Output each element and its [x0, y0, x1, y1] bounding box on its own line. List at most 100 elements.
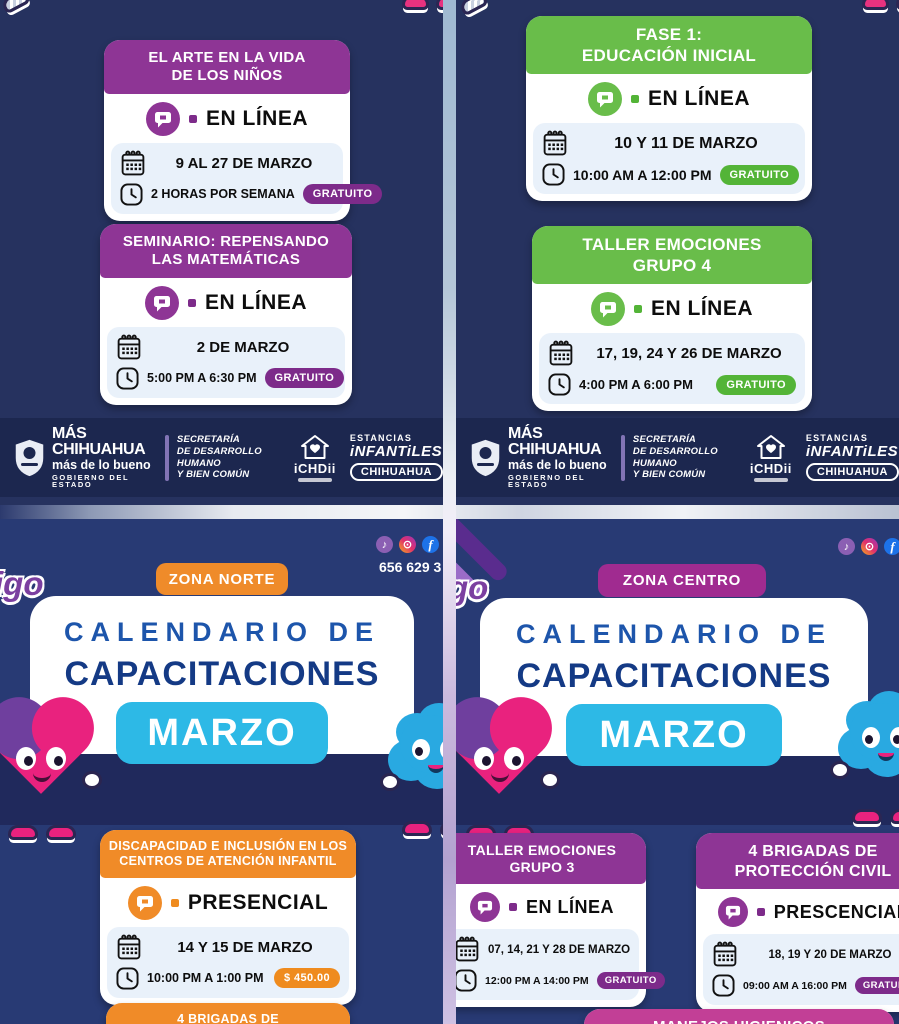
clock-icon	[456, 969, 477, 992]
phone-number: 656 629 3	[379, 559, 442, 575]
calendar-icon	[121, 150, 145, 175]
modality-label: EN LÍNEA	[647, 87, 750, 111]
calendar-icon	[713, 941, 737, 967]
zone-badge: ZONA CENTRO	[598, 564, 766, 597]
contigo-logo-fragment: igo	[0, 565, 44, 602]
event-date: 14 Y 15 DE MARZO	[177, 938, 313, 956]
mascot-eye	[46, 747, 66, 770]
secretaria-line1: SECRETARÍA	[176, 433, 240, 445]
clock-icon	[548, 373, 571, 396]
event-title-line1: TALLER EMOCIONES	[467, 842, 617, 858]
ichdii-subtext-bar	[297, 477, 332, 482]
modality-row: EN LÍNEA	[456, 884, 646, 929]
month-badge: MARZO	[116, 702, 328, 764]
chat-bubble-icon	[127, 885, 162, 920]
date-row: 18, 19 Y 20 DE MARZO	[712, 941, 899, 968]
bullet-square	[187, 298, 196, 307]
mascot-eye	[862, 727, 880, 748]
schedule-box: 9 AL 27 DE MARZO 2 HORAS POR SEMANA GRAT…	[111, 142, 383, 214]
event-time: 09:00 AM A 16:00 PM	[743, 979, 847, 992]
event-title-line1: FASE 1:	[635, 25, 703, 44]
modality-row: EN LÍNEA	[104, 94, 350, 143]
price-badge: GRATUITO	[716, 374, 796, 395]
clock-icon	[120, 183, 143, 206]
estancias-logo: ESTANCIAS iNFANTiLES CHIHUAHUA	[349, 433, 443, 481]
shoe-icon	[458, 0, 489, 17]
secretaria-line2: DE DESARROLLO HUMANO	[632, 445, 718, 469]
house-heart-icon	[756, 434, 785, 459]
calendar-icon	[117, 934, 141, 959]
event-title-line2: EDUCACIÓN INICIAL	[581, 45, 757, 65]
estancias-pill: CHIHUAHUA	[805, 462, 899, 481]
event-time: 10:00 AM A 12:00 PM	[573, 166, 712, 183]
mascot-feet-decoration	[0, 0, 31, 15]
event-time: 12:00 PM A 14:00 PM	[485, 974, 589, 987]
social-icons: ♪ ⊙ f	[838, 538, 899, 555]
modality-label: EN LÍNEA	[204, 290, 307, 314]
event-title: TALLER EMOCIONES GRUPO 3	[456, 833, 646, 885]
shoe-icon	[0, 0, 31, 15]
mascot-eye	[16, 747, 36, 770]
bullet-square	[188, 114, 197, 123]
modality-row: EN LÍNEA	[526, 74, 812, 123]
shoe-icon	[896, 0, 899, 10]
event-date: 17, 19, 24 Y 26 DE MARZO	[596, 345, 782, 363]
date-row: 17, 19, 24 Y 26 DE MARZO	[548, 340, 796, 367]
mascot-glove	[82, 771, 102, 789]
estancias-logo: ESTANCIAS iNFANTiLES CHIHUAHUA	[805, 433, 899, 481]
date-row: 9 AL 27 DE MARZO	[120, 150, 334, 177]
event-title-line2: LAS MATEMÁTICAS	[151, 251, 301, 269]
clock-icon	[542, 163, 565, 186]
contigo-logo-fragment: go	[456, 569, 489, 606]
month-badge: MARZO	[566, 704, 782, 766]
event-title-line1: MANEJOS HIGIENICOS	[590, 1018, 888, 1024]
shoe-icon	[8, 825, 38, 840]
mascot-smile	[428, 765, 443, 773]
estancias-line1: ESTANCIAS	[349, 433, 413, 444]
shoe-icon	[890, 809, 899, 824]
cloud-mascot	[828, 669, 899, 834]
cloud-mascot	[378, 681, 443, 846]
event-card: TALLER EMOCIONES GRUPO 3 EN LÍNEA 07, 14…	[456, 833, 665, 1008]
clock-icon	[116, 367, 139, 390]
event-title-line1: 4 BRIGADAS DE	[177, 1012, 279, 1024]
modality-label: EN LÍNEA	[525, 896, 614, 917]
schedule-box: 2 DE MARZO 5:00 PM A 6:30 PM GRATUITO	[107, 326, 345, 398]
modality-row: PRESCENCIAL	[696, 889, 899, 934]
event-time: 2 HORAS POR SEMANA	[151, 187, 295, 202]
footer-divider	[164, 434, 169, 481]
calendar-title-line2: CAPACITACIONES	[64, 655, 380, 693]
chat-bubble-icon	[144, 285, 179, 320]
calendar-title-line2: CAPACITACIONES	[516, 657, 832, 695]
facebook-icon: f	[422, 536, 439, 553]
mascot-eye	[890, 727, 899, 748]
vertical-grid-divider	[443, 0, 456, 1024]
price-badge: GRATUITO	[264, 368, 345, 389]
tiktok-icon: ♪	[838, 538, 855, 555]
event-date: 9 AL 27 DE MARZO	[175, 154, 313, 172]
secretaria-block: SECRETARÍA DE DESARROLLO HUMANO Y BIEN C…	[177, 434, 280, 482]
house-heart-icon	[300, 434, 329, 459]
footer-logos-band: MÁS CHIHUAHUA más de lo bueno GOBIERNO D…	[456, 418, 899, 497]
time-row: 10:00 PM A 1:00 PM $ 450.00	[116, 966, 340, 990]
schedule-box: 17, 19, 24 Y 26 DE MARZO 4:00 PM A 6:00 …	[539, 333, 805, 405]
price-badge: GRATUITO	[854, 977, 899, 995]
secretaria-line3: Y BIEN COMÚN	[176, 469, 250, 481]
date-row: 14 Y 15 DE MARZO	[116, 934, 340, 961]
ichdii-subtext-bar	[753, 477, 788, 482]
bullet-square	[630, 95, 639, 104]
chat-bubble-icon	[717, 897, 748, 928]
heart-mascot	[456, 675, 564, 850]
price-badge: $ 450.00	[273, 968, 340, 988]
mascot-eye	[412, 739, 430, 760]
modality-row: EN LÍNEA	[532, 284, 812, 333]
mascot-smile	[33, 773, 51, 782]
event-time: 5:00 PM A 6:30 PM	[147, 371, 257, 386]
event-title-line1: 4 BRIGADAS DE	[748, 843, 878, 860]
zone-badge: ZONA NORTE	[156, 563, 288, 595]
mascot-eye	[474, 747, 494, 770]
calendar-icon	[117, 334, 141, 359]
brand-subtitle: más de lo bueno	[52, 458, 151, 473]
event-date: 07, 14, 21 Y 28 DE MARZO	[488, 943, 631, 956]
chat-bubble-icon	[590, 292, 625, 327]
